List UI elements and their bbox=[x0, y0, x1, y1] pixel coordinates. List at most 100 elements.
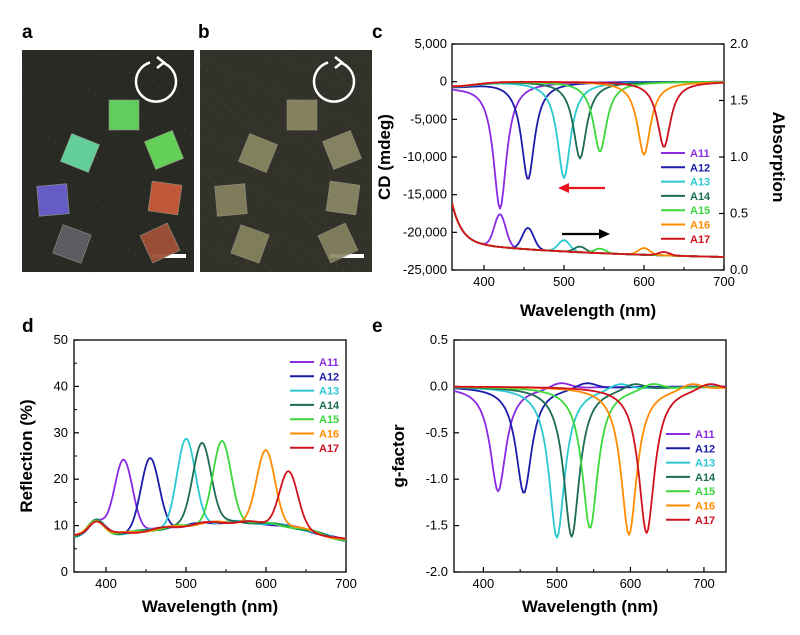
y-axis-label: CD (mdeg) bbox=[375, 114, 394, 200]
texture-speck bbox=[43, 175, 45, 177]
texture-speck bbox=[325, 75, 327, 77]
texture-speck bbox=[309, 147, 311, 149]
texture-speck bbox=[187, 249, 189, 251]
texture-speck bbox=[61, 179, 63, 181]
texture-speck bbox=[91, 195, 93, 197]
texture-speck bbox=[301, 65, 303, 67]
plot-frame bbox=[453, 339, 727, 573]
reflection-line-a15 bbox=[74, 440, 346, 541]
texture-speck bbox=[254, 76, 256, 78]
texture-speck bbox=[76, 76, 78, 78]
texture-speck bbox=[315, 139, 317, 141]
texture-speck bbox=[213, 107, 215, 109]
texture-speck bbox=[328, 182, 330, 184]
x-axis-label: Wavelength (nm) bbox=[520, 301, 656, 320]
texture-speck bbox=[40, 68, 42, 70]
texture-speck bbox=[54, 142, 56, 144]
texture-speck bbox=[77, 121, 79, 123]
x-tick-label: 700 bbox=[693, 576, 715, 591]
texture-speck bbox=[183, 97, 185, 99]
texture-speck bbox=[272, 94, 274, 96]
x-tick-label: 500 bbox=[546, 576, 568, 591]
texture-speck bbox=[132, 178, 134, 180]
texture-speck bbox=[214, 138, 216, 140]
y2-tick-label: 0.5 bbox=[730, 206, 748, 221]
texture-speck bbox=[103, 207, 105, 209]
legend-label-a11: A11 bbox=[319, 357, 339, 369]
x-axis-label: Wavelength (nm) bbox=[522, 597, 658, 616]
texture-speck bbox=[26, 202, 28, 204]
color-tile bbox=[144, 130, 184, 170]
legend-label-a17: A17 bbox=[690, 234, 710, 246]
texture-speck bbox=[81, 51, 83, 53]
y-tick-label: 40 bbox=[54, 378, 68, 393]
texture-speck bbox=[146, 252, 148, 254]
y-tick-label: 0 bbox=[440, 74, 447, 89]
texture-speck bbox=[220, 144, 222, 146]
texture-speck bbox=[79, 197, 81, 199]
cd-line-a11 bbox=[452, 80, 724, 210]
texture-speck bbox=[245, 185, 247, 187]
texture-speck bbox=[226, 150, 228, 152]
legend-label-a16: A16 bbox=[695, 501, 715, 513]
red-arrow-head bbox=[558, 183, 569, 193]
texture-speck bbox=[361, 83, 363, 85]
texture-speck bbox=[88, 88, 90, 90]
texture-speck bbox=[286, 168, 288, 170]
texture-speck bbox=[298, 180, 300, 182]
color-tile bbox=[139, 222, 181, 264]
texture-speck bbox=[212, 62, 214, 64]
texture-speck bbox=[74, 222, 76, 224]
texture-speck bbox=[107, 137, 109, 139]
y-tick-label: 30 bbox=[54, 425, 68, 440]
texture-speck bbox=[158, 264, 160, 266]
texture-speck bbox=[263, 203, 265, 205]
texture-speck bbox=[321, 145, 323, 147]
texture-speck bbox=[37, 183, 39, 185]
texture-speck bbox=[300, 256, 302, 258]
texture-speck bbox=[96, 170, 98, 172]
texture-speck bbox=[232, 142, 234, 144]
texture-speck bbox=[316, 184, 318, 186]
legend-label-a12: A12 bbox=[690, 162, 710, 174]
texture-speck bbox=[344, 124, 346, 126]
texture-speck bbox=[326, 120, 328, 122]
scale-bar bbox=[152, 254, 186, 258]
texture-speck bbox=[96, 156, 98, 158]
texture-speck bbox=[52, 66, 54, 68]
legend-label-a15: A15 bbox=[690, 205, 710, 217]
circular-arrow-icon bbox=[312, 61, 356, 103]
texture-speck bbox=[287, 199, 289, 201]
texture-speck bbox=[60, 148, 62, 150]
texture-speck bbox=[171, 85, 173, 87]
y-tick-label: 20 bbox=[54, 471, 68, 486]
texture-speck bbox=[83, 127, 85, 129]
texture-speck bbox=[267, 119, 269, 121]
texture-speck bbox=[188, 58, 190, 60]
texture-speck bbox=[63, 269, 65, 271]
texture-speck bbox=[123, 65, 125, 67]
texture-speck bbox=[230, 66, 232, 68]
texture-speck bbox=[80, 228, 82, 230]
texture-speck bbox=[317, 215, 319, 217]
legend-label-a14: A14 bbox=[695, 472, 716, 484]
texture-speck bbox=[239, 179, 241, 181]
texture-speck bbox=[307, 71, 309, 73]
texture-speck bbox=[266, 88, 268, 90]
texture-speck bbox=[253, 267, 255, 269]
texture-speck bbox=[294, 250, 296, 252]
texture-speck bbox=[306, 248, 308, 250]
texture-speck bbox=[47, 105, 49, 107]
texture-speck bbox=[357, 167, 359, 169]
texture-speck bbox=[217, 245, 219, 247]
texture-speck bbox=[305, 217, 307, 219]
texture-speck bbox=[313, 63, 315, 65]
texture-speck bbox=[350, 130, 352, 132]
legend-label-a12: A12 bbox=[695, 443, 715, 455]
texture-speck bbox=[224, 74, 226, 76]
texture-speck bbox=[26, 216, 28, 218]
texture-speck bbox=[100, 86, 102, 88]
texture-speck bbox=[267, 133, 269, 135]
texture-speck bbox=[92, 240, 94, 242]
color-tile bbox=[214, 183, 248, 217]
